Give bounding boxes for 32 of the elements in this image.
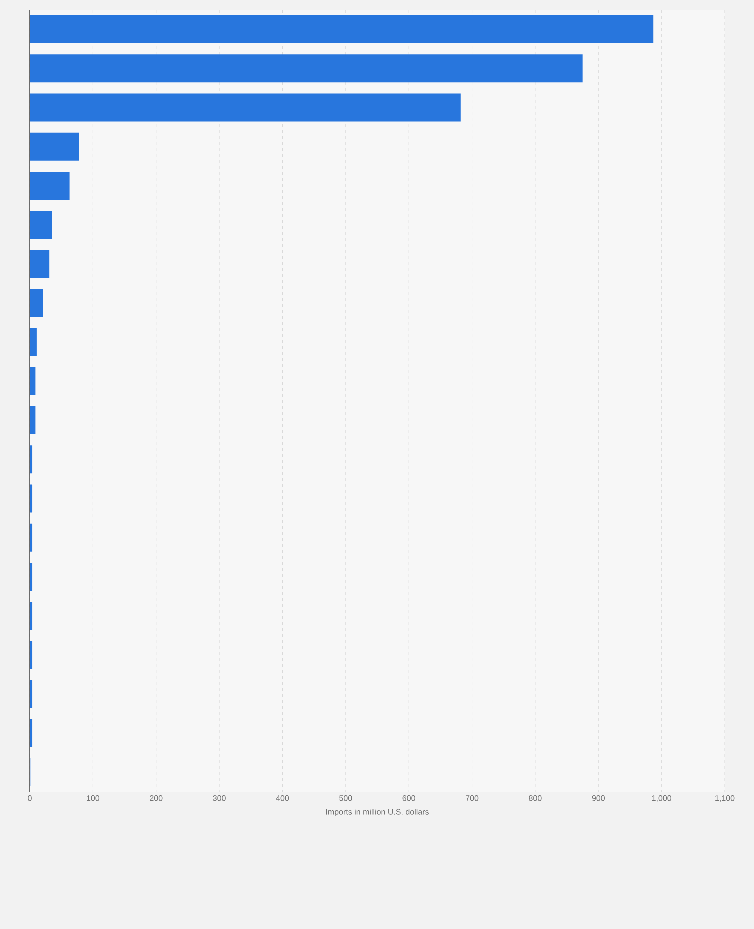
x-tick-label: 500 <box>340 796 352 802</box>
bar <box>30 406 36 435</box>
bar <box>30 641 33 670</box>
bar <box>30 719 33 748</box>
bar <box>30 484 33 513</box>
x-tick-label: 200 <box>150 796 163 802</box>
bar <box>30 289 44 318</box>
x-axis-title: Imports in million U.S. dollars <box>326 809 429 816</box>
x-tick-label: 700 <box>466 796 479 802</box>
bar <box>30 680 33 708</box>
bar <box>30 446 33 474</box>
x-tick-label: 100 <box>87 796 100 802</box>
x-tick-label: 1,100 <box>716 796 735 802</box>
bar <box>30 54 583 83</box>
x-tick-label: 0 <box>28 796 32 802</box>
bar <box>30 562 33 591</box>
x-tick-label: 400 <box>276 796 290 802</box>
bar <box>30 367 36 396</box>
bar <box>30 602 33 630</box>
x-tick-label: 1,000 <box>652 796 672 802</box>
x-tick-label: 800 <box>529 796 542 802</box>
bar <box>30 16 654 44</box>
bar <box>30 250 50 278</box>
x-tick-label: 600 <box>402 796 416 802</box>
bar <box>30 211 52 240</box>
x-tick-label: 900 <box>592 796 605 802</box>
bar <box>30 172 70 200</box>
bar <box>30 132 80 161</box>
bar <box>30 524 33 552</box>
x-tick-label: 300 <box>213 796 226 802</box>
bar <box>30 94 461 122</box>
bar <box>30 328 37 356</box>
